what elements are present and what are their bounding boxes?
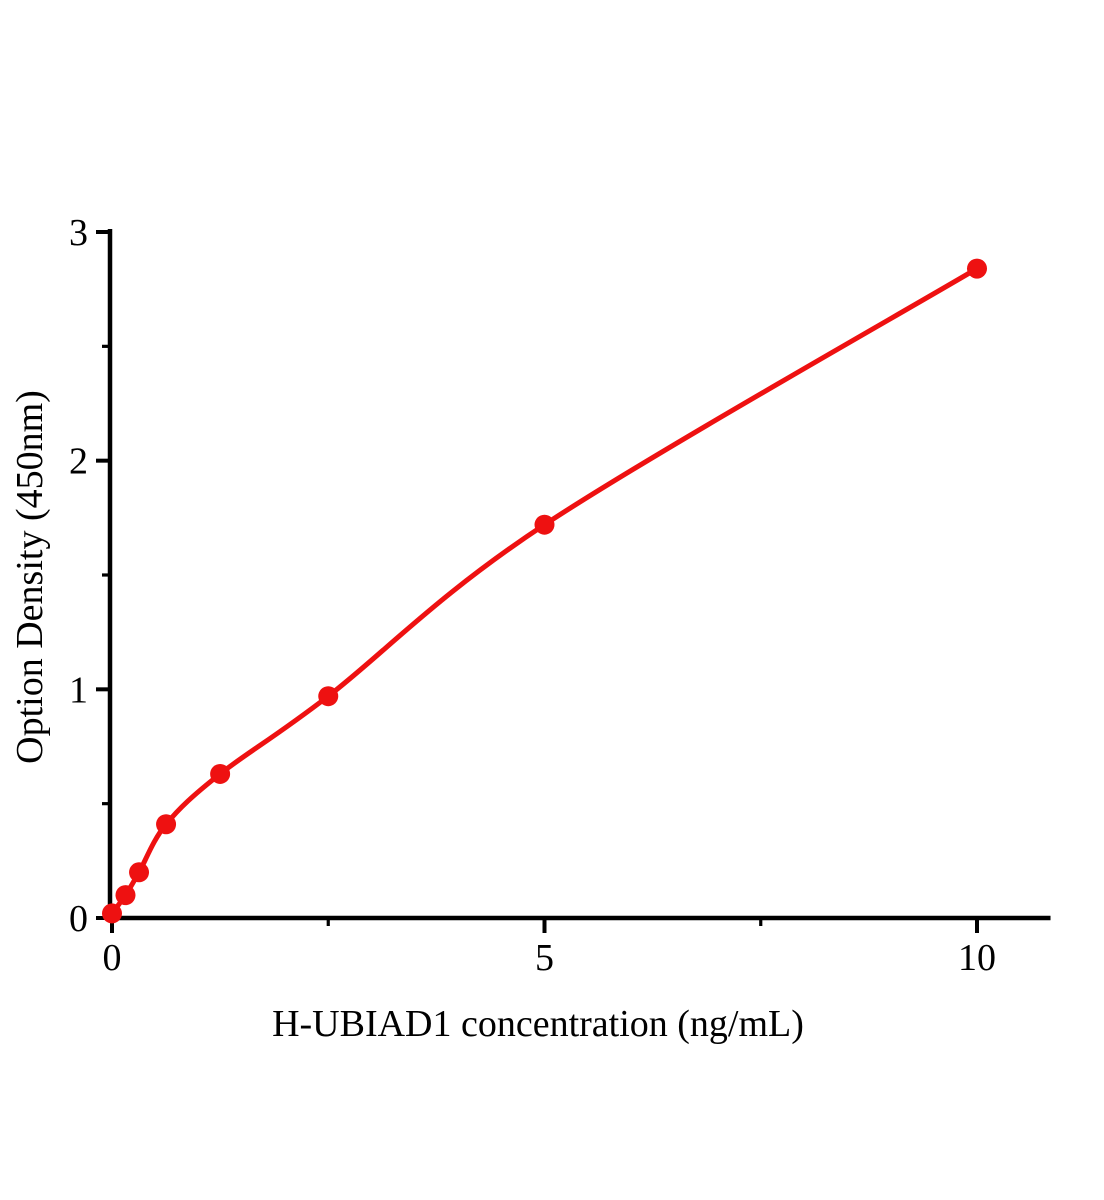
standard-curve-line <box>109 266 980 916</box>
x-tick-label: 10 <box>958 937 996 979</box>
data-point <box>318 686 339 707</box>
data-points <box>102 258 987 924</box>
x-tick-label: 0 <box>103 937 122 979</box>
x-tick-label: 5 <box>535 937 554 979</box>
y-tick-label: 1 <box>69 669 88 711</box>
data-point <box>129 862 150 883</box>
x-axis-tick-labels: 0 5 10 <box>103 937 997 979</box>
data-point <box>156 814 177 835</box>
data-point <box>534 514 555 535</box>
x-axis-title: H-UBIAD1 concentration (ng/mL) <box>272 1003 804 1045</box>
y-tick-label: 3 <box>69 212 88 254</box>
y-tick-label: 2 <box>69 441 88 483</box>
data-point <box>967 258 987 279</box>
axes: 0 5 10 0 1 2 3 <box>69 212 1051 979</box>
y-axis-ticks <box>96 230 110 920</box>
data-point <box>115 885 136 906</box>
y-tick-label: 0 <box>69 898 88 940</box>
y-axis-title: Option Density (450nm) <box>9 390 51 764</box>
y-axis-tick-labels: 0 1 2 3 <box>69 212 88 940</box>
data-point <box>210 763 231 784</box>
data-point <box>102 903 122 924</box>
